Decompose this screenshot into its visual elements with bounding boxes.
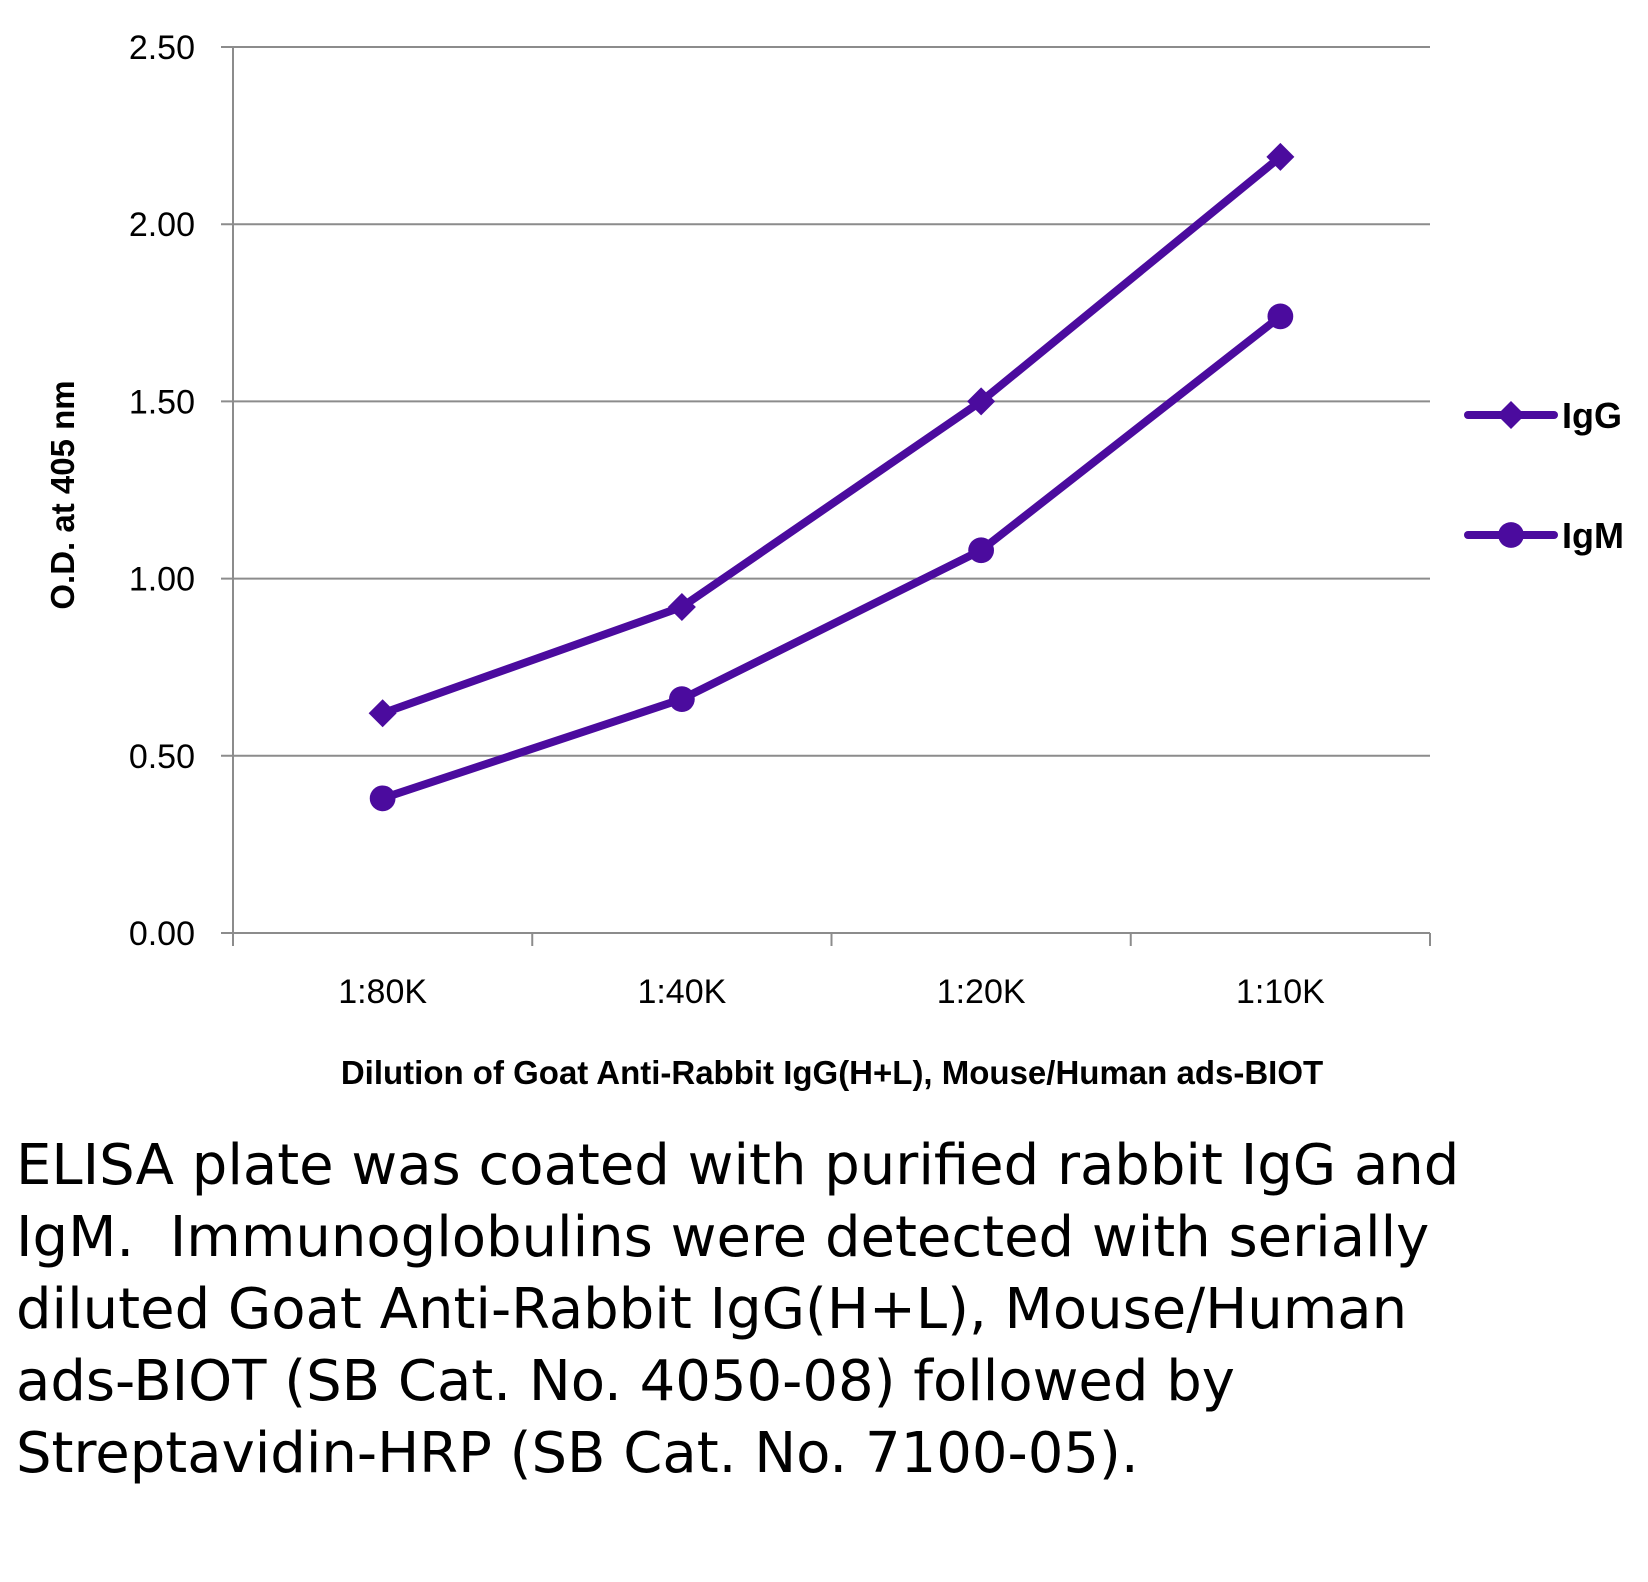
figure-caption: ELISA plate was coated with purified rab… (16, 1133, 1478, 1486)
y-tick-label: 2.50 (129, 29, 195, 67)
y-axis-title: O.D. at 405 nm (44, 380, 81, 609)
data-point-igg (368, 699, 397, 728)
legend-label-igm: IgM (1562, 515, 1624, 556)
y-tick-label: 1.50 (129, 383, 195, 421)
data-point-igg (1266, 142, 1295, 171)
legend: IgG IgM (1464, 395, 1624, 556)
data-point-igm (369, 785, 396, 812)
data-point-igg (967, 387, 996, 416)
elisa-line-chart: 0.00 0.50 1.00 1.50 2.00 2.50 1:80K 1:40K 1:20K… (44, 29, 1624, 1091)
x-tick-label: 1:10K (1236, 973, 1325, 1011)
y-tick-label: 0.00 (129, 915, 195, 953)
legend-marker-igm (1498, 522, 1524, 548)
x-axis-title: Dilution of Goat Anti-Rabbit IgG(H+L), M… (341, 1054, 1323, 1091)
data-point-igm (968, 537, 995, 564)
y-tick-label: 2.00 (129, 206, 195, 244)
legend-marker-igg (1497, 401, 1525, 429)
y-tick-label: 1.00 (129, 561, 195, 599)
y-axis-ticks: 0.00 0.50 1.00 1.50 2.00 2.50 (129, 29, 195, 953)
y-tick-label: 0.50 (129, 738, 195, 776)
series-line-igm (378, 312, 1285, 803)
series-line-igg (378, 152, 1285, 718)
x-tick-label: 1:80K (338, 973, 427, 1011)
legend-label-igg: IgG (1562, 395, 1622, 436)
series-group (368, 142, 1295, 812)
x-tick-label: 1:40K (637, 973, 726, 1011)
x-axis (232, 47, 1431, 946)
data-point-igm (668, 686, 695, 712)
x-tick-label: 1:20K (937, 973, 1026, 1011)
x-axis-tick-labels: 1:80K 1:40K 1:20K 1:10K (338, 973, 1325, 1011)
data-point-igg (667, 592, 696, 621)
data-point-igm (1267, 303, 1294, 330)
